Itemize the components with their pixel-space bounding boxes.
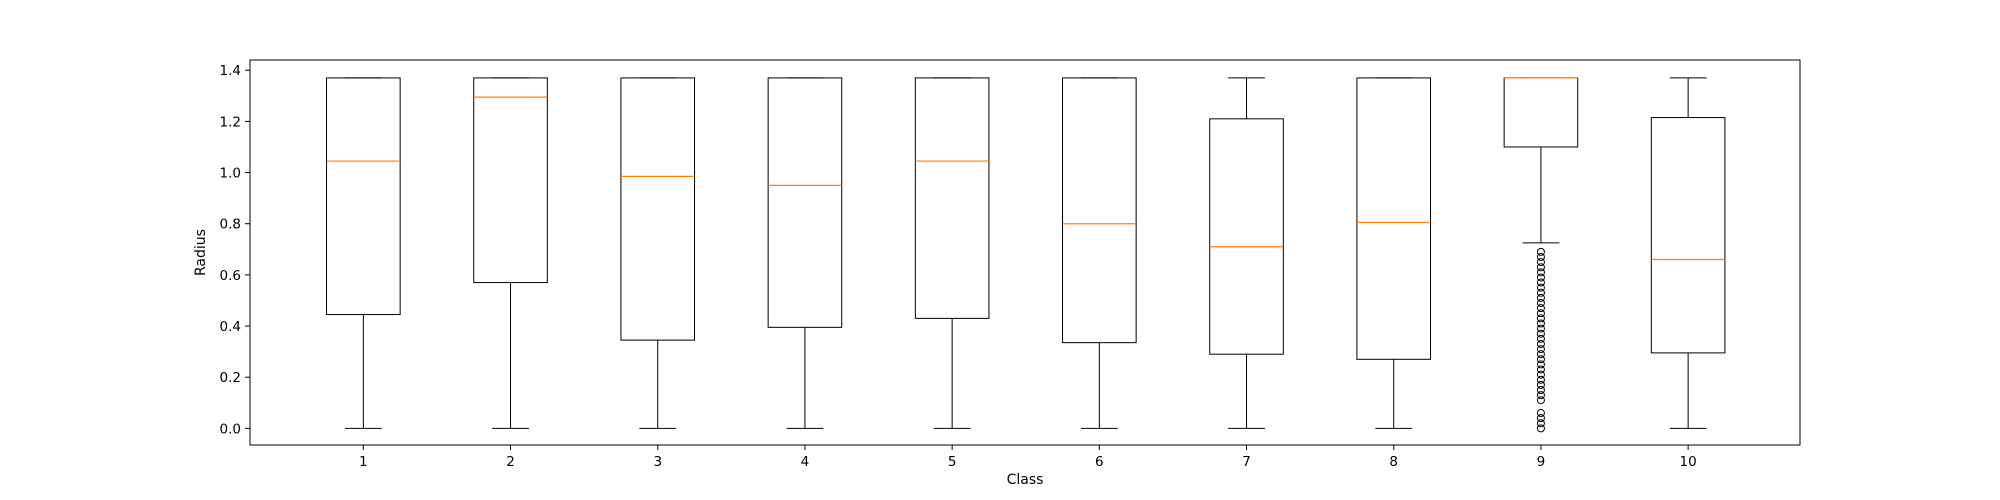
y-tick-label: 1.0 <box>220 166 241 182</box>
outlier-point <box>1536 278 1545 287</box>
y-tick-label: 0.0 <box>220 421 241 437</box>
outlier-point <box>1536 329 1545 338</box>
plot-area: 0.0 0.2 0.4 0.6 0.8 1.0 1.2 1.4 1 2 3 4 5 6 7 8 9 10 <box>220 59 1801 470</box>
outlier-point <box>1536 263 1545 272</box>
outlier-point <box>1536 283 1545 292</box>
outlier-point <box>1536 365 1545 374</box>
outlier-point <box>1536 414 1545 423</box>
outlier-point <box>1536 380 1545 389</box>
box-iqr <box>1209 118 1284 355</box>
x-tick-label: 2 <box>506 454 515 470</box>
x-tick-label: 8 <box>1389 454 1398 470</box>
outlier-point <box>1536 360 1545 369</box>
y-tick-label: 0.4 <box>220 319 241 335</box>
outlier-point <box>1536 247 1545 256</box>
y-tick-label: 0.2 <box>220 370 241 386</box>
outlier-point <box>1536 268 1545 277</box>
outlier-point <box>1536 350 1545 359</box>
outlier-point <box>1536 391 1545 400</box>
outlier-point <box>1536 319 1545 328</box>
outlier-point <box>1536 370 1545 379</box>
outlier-point <box>1536 334 1545 343</box>
y-tick-label: 1.2 <box>220 114 241 130</box>
box-iqr <box>620 77 696 341</box>
outlier-point <box>1536 375 1545 384</box>
x-tick-label: 9 <box>1537 454 1546 470</box>
box-iqr <box>767 77 843 328</box>
outlier-point <box>1536 355 1545 364</box>
x-tick-label: 4 <box>801 454 810 470</box>
x-tick-label: 5 <box>948 454 957 470</box>
outlier-point <box>1536 345 1545 354</box>
x-axis-label: Class <box>1007 472 1044 488</box>
outlier-point <box>1536 339 1545 348</box>
x-tick-label: 3 <box>653 454 662 470</box>
outlier-point <box>1536 419 1545 428</box>
box-iqr <box>914 77 990 319</box>
x-tick-label: 7 <box>1242 454 1251 470</box>
x-tick-label: 10 <box>1680 454 1697 470</box>
box-iqr <box>1650 117 1726 354</box>
outlier-point <box>1536 258 1545 267</box>
x-tick-label: 1 <box>359 454 368 470</box>
outlier-point <box>1536 299 1545 308</box>
outlier-point <box>1536 396 1545 405</box>
outlier-point <box>1536 252 1545 261</box>
outlier-point <box>1536 314 1545 323</box>
outlier-point <box>1536 324 1545 333</box>
box-iqr <box>1062 77 1137 344</box>
y-tick-label: 1.4 <box>220 63 241 79</box>
outlier-point <box>1536 293 1545 302</box>
outlier-point <box>1536 386 1545 394</box>
y-axis-label: Radius <box>193 229 209 276</box>
outlier-point <box>1536 424 1545 433</box>
y-tick-label: 0.8 <box>220 217 241 233</box>
outlier-point <box>1536 309 1545 318</box>
box-iqr <box>326 77 401 316</box>
x-tick-label: 6 <box>1095 454 1104 470</box>
outlier-point <box>1536 409 1545 418</box>
axes-frame <box>249 59 1801 446</box>
box-iqr <box>473 77 548 284</box>
y-tick-label: 0.6 <box>220 268 241 284</box>
box-iqr <box>1356 77 1432 360</box>
outlier-point <box>1536 288 1545 297</box>
outlier-point <box>1536 273 1545 282</box>
outlier-point <box>1536 304 1545 313</box>
